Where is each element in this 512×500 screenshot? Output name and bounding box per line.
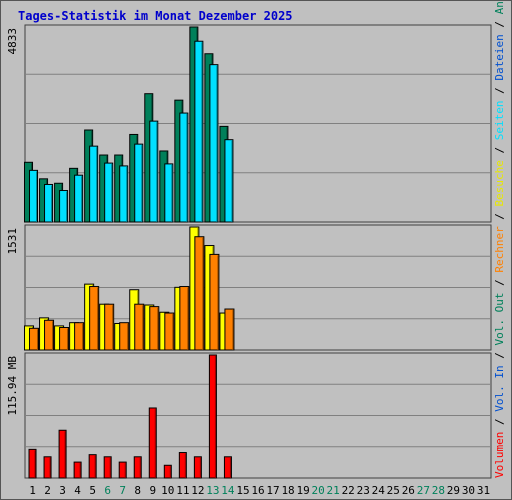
legend-item-vol-in: Vol. In xyxy=(493,365,506,411)
bar-seiten-day-13 xyxy=(209,64,219,223)
bar-rechner-day-12 xyxy=(194,236,205,351)
bar-rechner-day-8 xyxy=(134,303,145,351)
legend-item-vol-out: Vol. Out xyxy=(493,293,506,346)
bar-seiten-day-4 xyxy=(74,174,84,223)
bar-seiten-day-10 xyxy=(164,163,174,223)
bar-volumen-day-7 xyxy=(118,461,127,479)
x-tick-label: 29 xyxy=(447,484,460,497)
bar-volumen-day-9 xyxy=(148,407,157,479)
legend-separator: / xyxy=(493,140,506,160)
x-tick-label: 13 xyxy=(206,484,219,497)
legend-separator: / xyxy=(493,14,506,34)
x-tick-label: 31 xyxy=(477,484,490,497)
bar-rechner-day-1 xyxy=(29,327,40,351)
bar-rechner-day-2 xyxy=(44,319,55,351)
bar-volumen-day-1 xyxy=(28,448,37,479)
legend-separator: / xyxy=(493,412,506,432)
x-tick-label: 15 xyxy=(236,484,249,497)
x-tick-label: 21 xyxy=(327,484,340,497)
legend-separator: / xyxy=(493,81,506,101)
bar-rechner-day-5 xyxy=(89,286,100,351)
legend-item-rechner: Rechner xyxy=(493,226,506,273)
bar-seiten-day-6 xyxy=(104,162,114,223)
bar-volumen-day-5 xyxy=(88,454,97,479)
legend-item-volumen: Volumen xyxy=(493,432,506,478)
legend-item-dateien: Dateien xyxy=(493,34,506,80)
x-tick-label: 4 xyxy=(74,484,81,497)
bar-seiten-day-14 xyxy=(224,139,234,223)
bar-seiten-day-7 xyxy=(119,165,129,223)
x-tick-label: 22 xyxy=(342,484,355,497)
x-tick-label: 16 xyxy=(251,484,264,497)
bar-rechner-day-3 xyxy=(59,327,70,351)
bar-seiten-day-12 xyxy=(194,40,204,223)
bar-volumen-day-14 xyxy=(223,456,232,479)
x-tick-label: 14 xyxy=(221,484,235,497)
x-tick-label: 9 xyxy=(149,484,156,497)
x-tick-label: 1 xyxy=(29,484,36,497)
x-tick-label: 19 xyxy=(296,484,309,497)
bar-seiten-day-5 xyxy=(89,145,99,223)
x-tick-label: 12 xyxy=(191,484,204,497)
x-tick-label: 10 xyxy=(161,484,174,497)
x-tick-label: 17 xyxy=(266,484,279,497)
bar-seiten-day-3 xyxy=(59,190,69,223)
panel-1-scale-label: 4833 xyxy=(6,28,19,55)
bar-rechner-day-14 xyxy=(224,308,235,351)
bar-volumen-day-4 xyxy=(73,461,82,479)
x-tick-label: 23 xyxy=(357,484,370,497)
x-tick-label: 11 xyxy=(176,484,189,497)
bar-rechner-day-11 xyxy=(179,286,190,351)
panel-3-scale-label: 115.94 MB xyxy=(6,356,19,416)
x-tick-label: 18 xyxy=(281,484,294,497)
x-tick-label: 2 xyxy=(44,484,51,497)
legend-item-seiten: Seiten xyxy=(493,100,506,140)
bar-volumen-day-2 xyxy=(43,456,52,479)
right-legend: Volumen / Vol. In / Vol. Out / Rechner /… xyxy=(493,0,506,478)
bar-volumen-day-8 xyxy=(133,456,142,479)
bar-volumen-day-11 xyxy=(178,452,187,479)
x-tick-label: 8 xyxy=(134,484,141,497)
bar-rechner-day-6 xyxy=(104,303,115,351)
x-tick-label: 5 xyxy=(89,484,96,497)
chart-title: Tages-Statistik im Monat Dezember 2025 xyxy=(18,9,293,23)
bar-seiten-day-9 xyxy=(149,120,159,223)
bar-volumen-day-10 xyxy=(163,464,172,479)
bar-rechner-day-9 xyxy=(149,306,160,351)
bar-rechner-day-4 xyxy=(74,322,85,351)
panel-2-scale-label: 1531 xyxy=(6,228,19,255)
x-tick-label: 28 xyxy=(432,484,445,497)
bar-volumen-day-3 xyxy=(58,429,67,479)
bar-volumen-day-13 xyxy=(208,354,217,479)
x-tick-label: 27 xyxy=(417,484,430,497)
bar-volumen-day-6 xyxy=(103,456,112,479)
x-tick-label: 20 xyxy=(312,484,325,497)
x-tick-label: 26 xyxy=(402,484,415,497)
bar-seiten-day-8 xyxy=(134,143,144,223)
legend-separator: / xyxy=(493,273,506,293)
bar-seiten-day-11 xyxy=(179,112,189,223)
legend-item-anfragen: Anfragen xyxy=(493,0,506,14)
bar-volumen-day-12 xyxy=(193,456,202,479)
x-tick-label: 30 xyxy=(462,484,475,497)
legend-item-besuche: Besuche xyxy=(493,160,506,206)
bar-rechner-day-7 xyxy=(119,322,130,351)
x-tick-label: 3 xyxy=(59,484,66,497)
x-tick-label: 7 xyxy=(119,484,126,497)
x-tick-label: 6 xyxy=(104,484,111,497)
bar-rechner-day-10 xyxy=(164,312,175,351)
x-tick-label: 25 xyxy=(387,484,400,497)
bar-seiten-day-2 xyxy=(44,183,54,223)
legend-separator: / xyxy=(493,346,506,366)
bar-rechner-day-13 xyxy=(209,253,220,351)
x-tick-label: 24 xyxy=(372,484,386,497)
bar-seiten-day-1 xyxy=(29,169,39,223)
legend-separator: / xyxy=(493,206,506,226)
